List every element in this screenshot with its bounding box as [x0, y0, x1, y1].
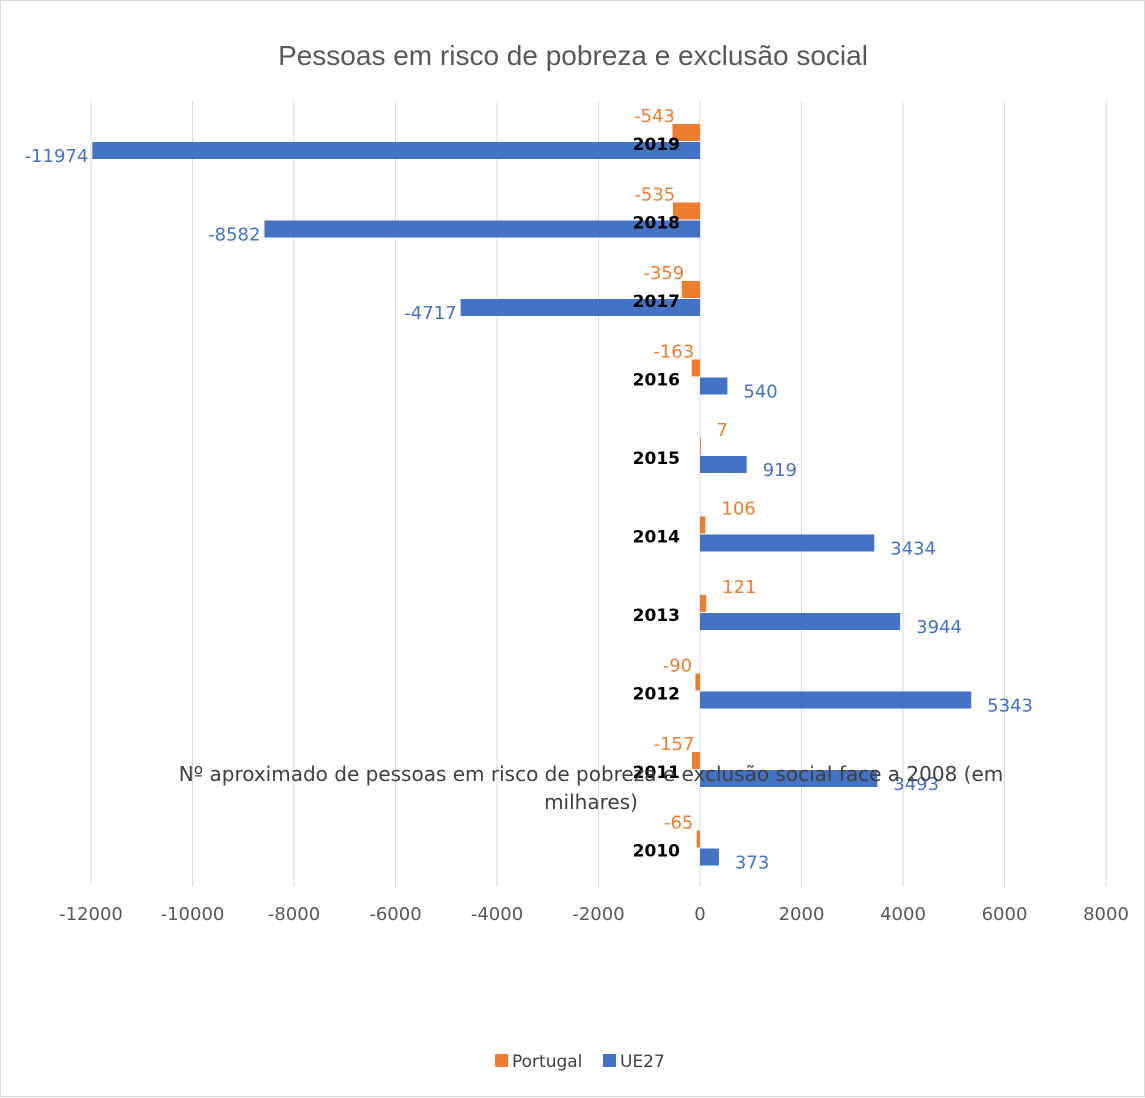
category-label: 2018: [633, 214, 680, 234]
bar-ue27: [460, 299, 700, 316]
data-label-portugal: -543: [634, 106, 675, 127]
x-tick-label: -12000: [59, 904, 123, 925]
x-tick-label: 2000: [779, 904, 825, 925]
bar-ue27: [92, 142, 700, 159]
bar-portugal: [700, 516, 706, 534]
bar-portugal: [696, 830, 700, 848]
bar-ue27: [700, 613, 901, 630]
data-label-ue27: 919: [763, 460, 797, 481]
category-label: 2015: [633, 449, 680, 469]
data-label-ue27: -11974: [25, 146, 89, 167]
category-label: 2013: [633, 606, 680, 626]
category-label: 2011: [633, 763, 680, 783]
data-label-ue27: 540: [743, 382, 777, 403]
category-label: 2012: [633, 685, 680, 705]
data-label-ue27: 5343: [987, 696, 1033, 717]
bar-ue27: [700, 770, 878, 787]
bar-portugal: [672, 202, 700, 220]
x-tick-label: -4000: [471, 904, 523, 925]
data-label-portugal: 106: [721, 499, 755, 520]
data-label-portugal: 7: [716, 420, 727, 441]
x-tick-labels: -12000 -10000 -8000 -6000 -4000 -2000 0 2000 400…: [59, 904, 1129, 925]
category-labels: 2019 2018 2017 2016 2015 2014 2013 2012 2011 2010: [633, 135, 680, 862]
x-tick-label: -2000: [572, 904, 624, 925]
data-label-portugal: 121: [722, 577, 756, 598]
data-label-portugal: -535: [634, 185, 675, 206]
data-label-portugal: -359: [643, 263, 684, 284]
legend-label: Portugal: [512, 1052, 582, 1072]
x-tick-label: 0: [694, 904, 705, 925]
chart-title: Pessoas em risco de pobreza e exclusão s…: [278, 40, 868, 71]
x-tick-label: 8000: [1083, 904, 1129, 925]
data-label-portugal: -90: [663, 656, 692, 677]
bar-ue27: [700, 691, 972, 709]
data-label-ue27: 3944: [916, 617, 962, 638]
bar-portugal: [672, 124, 700, 141]
bar-portugal: [691, 359, 700, 377]
category-label: 2016: [633, 371, 680, 391]
bar-ue27: [264, 220, 700, 238]
legend-swatch-ue27: [603, 1054, 616, 1067]
x-tick-label: 4000: [880, 904, 926, 925]
x-tick-label: -6000: [369, 904, 421, 925]
bar-ue27: [700, 534, 875, 552]
bar-portugal: [700, 595, 707, 612]
x-tick-label: -10000: [161, 904, 225, 925]
legend-swatch-portugal: [495, 1054, 508, 1067]
x-tick-label: 6000: [982, 904, 1028, 925]
data-label-ue27: 373: [735, 853, 769, 874]
category-label: 2019: [633, 135, 680, 155]
data-label-portugal: -157: [654, 734, 695, 755]
bar-portugal: [700, 438, 701, 455]
data-label-ue27: 3434: [890, 539, 936, 560]
bar-ue27: [700, 377, 728, 395]
bar-portugal: [692, 752, 700, 769]
bars: [92, 124, 972, 866]
bar-ue27: [700, 848, 719, 866]
data-label-portugal: -163: [653, 342, 694, 363]
category-label: 2010: [633, 842, 680, 862]
bar-ue27: [700, 456, 747, 473]
category-label: 2017: [633, 292, 680, 312]
data-label-ue27: -4717: [404, 303, 456, 324]
bar-portugal: [681, 281, 700, 298]
data-label-ue27: -8582: [208, 225, 260, 246]
x-tick-label: -8000: [268, 904, 320, 925]
bar-portugal: [695, 673, 700, 691]
x-axis-title-line-1: Nº aproximado de pessoas em risco de pob…: [179, 762, 1004, 786]
category-label: 2014: [633, 528, 680, 548]
legend: Portugal UE27: [495, 1052, 665, 1072]
data-label-ue27: 3493: [893, 774, 939, 795]
x-axis-title-line-2: milhares): [544, 790, 638, 814]
data-label-portugal: -65: [664, 813, 693, 834]
data-labels: -543 -11974 -535 -8582 -359 -4717 -163 540 7 919 1…: [25, 106, 1033, 874]
legend-label: UE27: [620, 1052, 665, 1072]
